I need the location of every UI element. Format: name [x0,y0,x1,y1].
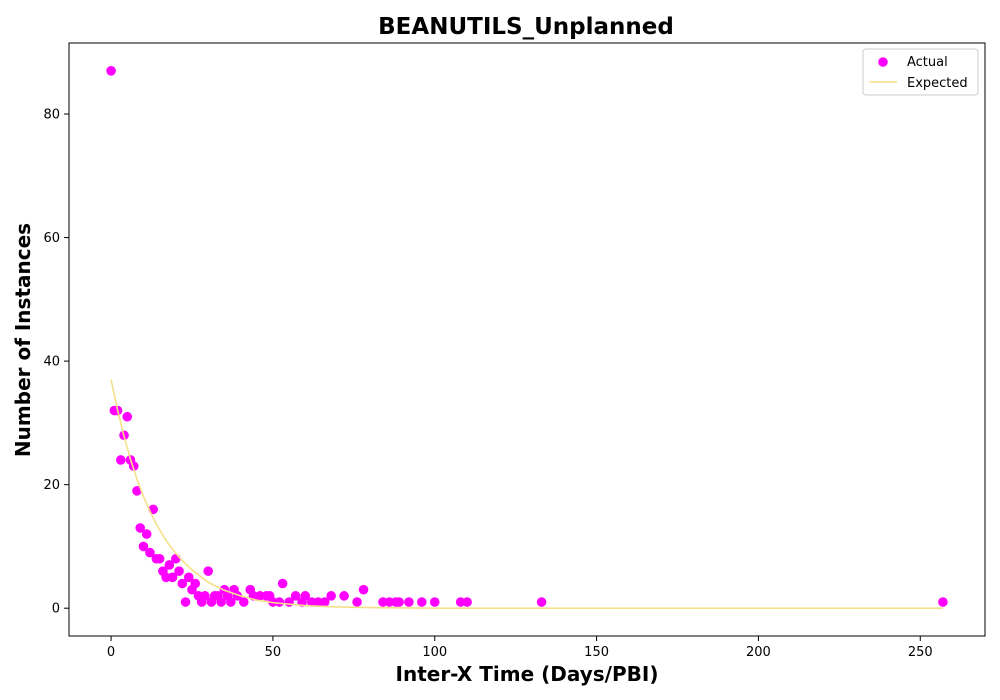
scatter-point [394,597,404,607]
chart-title: BEANUTILS_Unplanned [378,14,674,40]
x-axis: 0 50 100 150 200 250 [107,636,933,660]
scatter-point [274,597,285,607]
scatter-point [171,553,181,564]
scatter-point [203,566,213,576]
scatter-point [216,597,226,607]
scatter-point [339,591,349,601]
scatter-point [358,584,369,595]
scatter-point [141,529,152,539]
x-tick-label: 150 [584,645,609,660]
legend-label-expected: Expected [907,76,968,91]
scatter-point [177,578,188,589]
legend: Actual Expected [862,48,979,96]
y-tick-label: 0 [52,602,60,617]
scatter-point [174,566,184,576]
y-axis-title: Number of Instances [11,223,35,457]
scatter-point [183,572,194,583]
scatter-point [138,541,149,552]
expected-line [110,379,943,610]
scatter-point [167,572,178,583]
legend-box [862,48,979,96]
y-axis: 0 20 40 60 80 [43,108,69,617]
x-tick-label: 250 [908,645,933,660]
y-tick-label: 20 [43,478,60,493]
legend-label-actual: Actual [907,55,948,70]
scatter-point [132,486,142,496]
scatter-point [429,597,440,607]
scatter-point [180,597,191,607]
x-axis-title: Inter-X Time (Days/PBI) [396,662,659,686]
scatter-point [164,560,175,570]
scatter-point [326,591,336,601]
scatter-point [190,578,201,589]
x-tick-label: 50 [265,645,282,660]
scatter-point [417,597,427,607]
y-tick-label: 60 [43,231,60,246]
x-tick-label: 0 [107,645,115,660]
plot-frame [68,42,986,637]
scatter-point [404,597,414,607]
scatter-point [277,578,288,589]
scatter-point [145,547,155,558]
scatter-point [290,591,301,601]
scatter-point [226,597,236,607]
scatter-point [462,597,472,607]
y-tick-label: 80 [43,108,60,123]
plot-area [106,66,948,610]
scatter-point [938,597,948,607]
scatter-point [536,597,547,607]
scatter-point [319,597,330,607]
scatter-point [238,597,249,607]
scatter-point [300,591,311,601]
scatter-point [352,597,362,607]
scatter-point [200,591,210,601]
scatter-point [135,523,146,533]
scatter-point [115,455,126,465]
x-tick-label: 200 [746,645,771,660]
legend-marker-actual [878,57,888,67]
scatter-point [106,66,116,76]
y-tick-label: 40 [43,355,60,370]
scatter-point [154,553,165,564]
scatter-point [122,411,133,422]
x-tick-label: 100 [422,645,447,660]
